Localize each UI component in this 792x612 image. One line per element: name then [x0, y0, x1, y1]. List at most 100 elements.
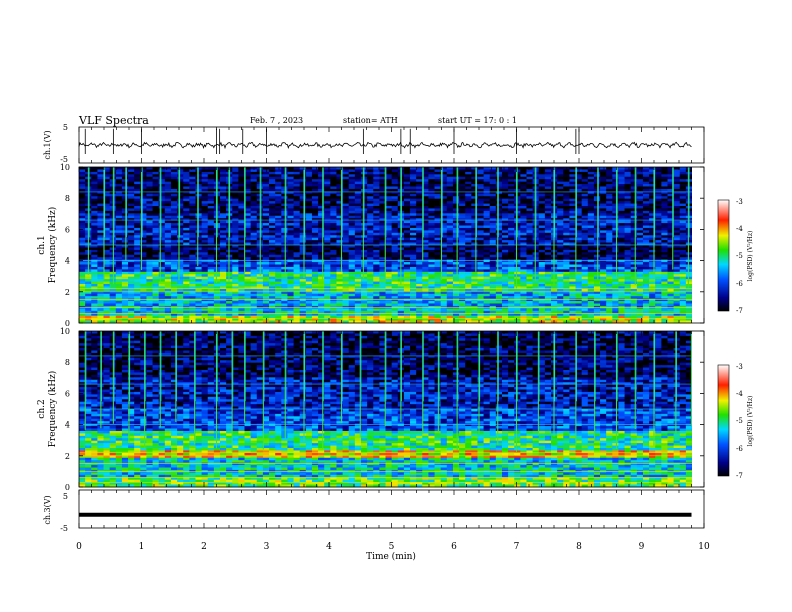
spectrogram-cell	[465, 235, 472, 239]
spectrogram-cell	[91, 240, 98, 243]
spectrogram-cell	[262, 257, 270, 261]
spectrogram-cell	[624, 262, 632, 265]
spectrogram-cell	[532, 257, 540, 261]
spectrogram-cell	[495, 176, 503, 180]
spectrogram-cell	[311, 269, 319, 273]
spectrogram-cell	[422, 284, 429, 287]
spectrogram-cell	[422, 264, 429, 268]
spectrogram-cell	[679, 179, 687, 183]
spectrogram-cell	[207, 167, 215, 170]
spectrogram-cell	[593, 181, 601, 185]
spectrogram-cell	[538, 252, 546, 256]
spectrogram-cell	[618, 184, 625, 187]
spectrogram-cell	[434, 169, 442, 173]
spectrogram-cell	[483, 249, 491, 253]
spectrogram-cell	[360, 252, 368, 256]
spectrogram-cell	[422, 186, 429, 190]
spectrogram-cell	[471, 218, 478, 222]
spectrogram-cell	[477, 264, 484, 268]
spectrogram-cell	[667, 193, 675, 197]
spectrogram-cell	[201, 196, 209, 200]
spectrogram-cell	[606, 179, 613, 183]
spectrogram-cell	[679, 252, 687, 256]
spectrogram-cell	[79, 206, 86, 209]
spectrogram-cell	[146, 215, 153, 219]
spectrogram-cell	[158, 191, 166, 195]
spectrogram-cell	[201, 218, 209, 222]
spectrogram-cell	[471, 206, 478, 209]
spectrogram-cell	[446, 232, 454, 236]
spectrogram-cell	[489, 198, 497, 202]
spectrogram-cell	[201, 167, 209, 170]
spectrogram-cell	[140, 179, 147, 183]
spectrogram-cell	[164, 249, 172, 253]
spectrogram-cell	[636, 213, 644, 217]
spectrogram-cell	[403, 262, 411, 265]
spectrogram-cell	[526, 206, 534, 209]
spectrogram-cell	[575, 218, 583, 222]
spectrogram-cell	[673, 215, 681, 219]
spectrogram-cell	[501, 242, 509, 246]
spectrogram-cell	[624, 203, 632, 207]
spectrogram-cell	[446, 206, 454, 209]
spectrogram-cell	[434, 193, 442, 197]
spectrogram-cell	[600, 245, 607, 248]
spectrogram-cell	[642, 220, 650, 224]
spectrogram-cell	[195, 245, 202, 248]
spectrogram-cell	[679, 167, 687, 170]
spectrogram-cell	[128, 274, 135, 278]
spectrogram-cell	[103, 264, 111, 268]
spectrogram-cell	[673, 254, 681, 258]
spectrogram-cell	[575, 262, 583, 265]
spectrogram-cell	[557, 227, 564, 231]
spectrogram-cell	[649, 235, 656, 239]
spectrogram-cell	[446, 201, 454, 204]
spectrogram-cell	[213, 271, 221, 275]
spectrogram-cell	[318, 245, 325, 248]
spectrogram-cell	[140, 281, 147, 285]
spectrogram-cell	[434, 240, 442, 243]
spectrogram-cell	[201, 191, 209, 195]
spectrogram-cell	[158, 262, 166, 265]
spectrogram-cell	[440, 215, 448, 219]
spectrogram-cell	[287, 181, 294, 185]
spectrogram-cell	[587, 262, 595, 265]
spectrogram-cell	[569, 240, 576, 243]
spectrogram-cell	[385, 171, 393, 175]
spectrogram-cell	[655, 179, 662, 183]
spectrogram-cell	[103, 223, 111, 226]
spectrogram-cell	[593, 242, 601, 246]
spectrogram-cell	[483, 232, 491, 236]
spectrogram-cell	[452, 179, 460, 183]
spectrogram-cell	[354, 223, 362, 226]
spectrogram-cell	[544, 264, 552, 268]
spectrogram-cell	[232, 279, 239, 282]
spectrogram-cell	[655, 223, 662, 226]
spectrogram-cell	[495, 264, 503, 268]
spectrogram-cell	[575, 257, 583, 261]
spectrogram-cell	[563, 201, 570, 204]
spectrogram-cell	[262, 252, 270, 256]
spectrogram-cell	[557, 266, 564, 270]
spectrogram-cell	[140, 269, 147, 273]
spectrogram-cell	[299, 206, 307, 209]
spectrogram-cell	[673, 271, 681, 275]
spectrogram-cell	[183, 210, 190, 214]
spectrogram-cell	[170, 181, 178, 185]
spectrogram-cell	[207, 227, 215, 231]
spectrogram-cell	[287, 274, 294, 278]
spectrogram-cell	[379, 245, 386, 248]
spectrogram-cell	[624, 198, 632, 202]
spectrogram-cell	[146, 206, 153, 209]
spectrogram-cell	[508, 174, 515, 178]
spectrogram-cell	[612, 208, 619, 212]
spectrogram-cell	[146, 237, 153, 241]
spectrogram-cell	[128, 167, 135, 170]
spectrogram-cell	[281, 235, 288, 239]
spectrogram-cell	[483, 215, 491, 219]
spectrogram-cell	[391, 181, 399, 185]
spectrogram-cell	[428, 276, 435, 280]
spectrogram-cell	[508, 262, 515, 265]
spectrogram-cell	[311, 254, 319, 258]
spectrogram-cell	[189, 201, 196, 204]
